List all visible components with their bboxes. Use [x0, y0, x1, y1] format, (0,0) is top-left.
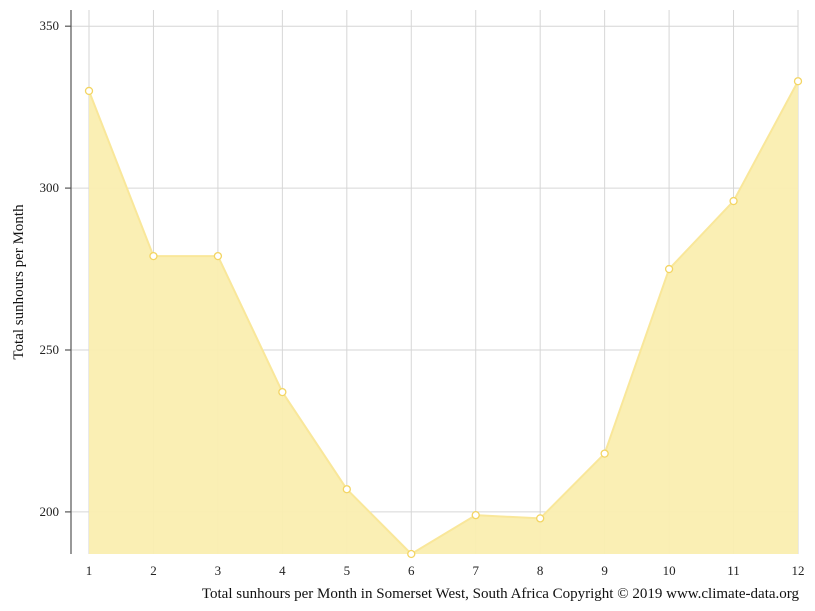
- x-tick-label: 4: [279, 563, 286, 578]
- sunhours-line: [88, 80, 799, 556]
- x-tick-label: 9: [601, 563, 608, 578]
- x-tick-label: 2: [150, 563, 157, 578]
- x-tick-label: 3: [215, 563, 222, 578]
- data-point: [149, 251, 158, 261]
- data-point: [278, 387, 287, 397]
- data-point: [471, 510, 480, 520]
- y-tick-label: 300: [40, 180, 60, 195]
- y-tick-labels: 200 250 300 350: [40, 18, 60, 519]
- x-tick-label: 7: [472, 563, 479, 578]
- x-tick-label: 10: [663, 563, 676, 578]
- data-point: [729, 196, 738, 206]
- data-point: [664, 264, 674, 274]
- y-tick-label: 250: [40, 342, 60, 357]
- x-tick-label: 1: [86, 563, 93, 578]
- chart-caption: Total sunhours per Month in Somerset Wes…: [202, 586, 800, 602]
- x-tick-label: 8: [537, 563, 544, 578]
- data-point: [407, 549, 416, 559]
- data-points: [84, 77, 803, 559]
- y-tick-label: 350: [40, 18, 60, 33]
- data-point: [213, 251, 223, 261]
- x-tick-label: 6: [408, 563, 415, 578]
- sunhours-area: [89, 81, 798, 554]
- data-point: [793, 77, 803, 86]
- x-tick-label: 5: [344, 563, 351, 578]
- data-point: [600, 449, 609, 458]
- data-point: [342, 485, 351, 494]
- y-axis: [65, 10, 72, 554]
- x-tick-label: 12: [792, 563, 805, 578]
- y-axis-title: Total sunhours per Month: [11, 204, 27, 360]
- x-tick-labels: 1 2 3 4 5 6 7 8 9 10 11 12: [86, 563, 805, 578]
- y-tick-label: 200: [40, 504, 60, 519]
- x-tick-label: 11: [727, 563, 740, 578]
- data-point: [536, 514, 545, 523]
- data-point: [84, 86, 94, 96]
